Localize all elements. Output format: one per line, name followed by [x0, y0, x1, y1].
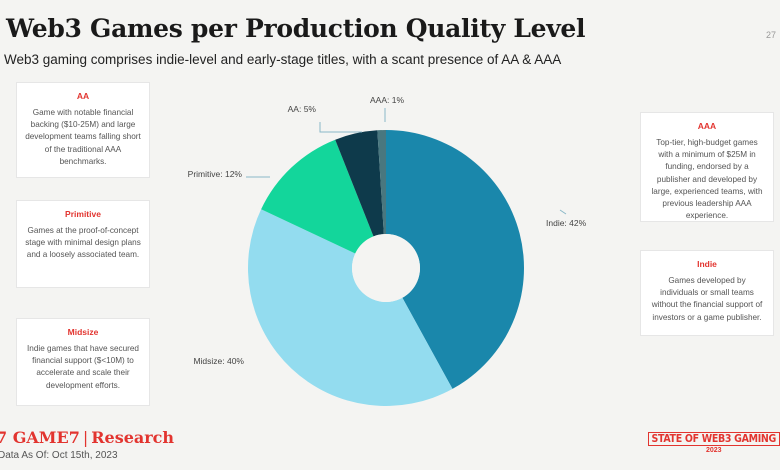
badge-title: STATE OF WEB3 GAMING [647, 432, 780, 446]
logo-divider: | [82, 428, 89, 447]
slice-aa [335, 130, 384, 237]
card-midsize: Midsize Indie games that have secured fi… [16, 318, 150, 406]
page-number: 27 [765, 30, 776, 40]
data-date: Data As Of: Oct 15th, 2023 [0, 450, 118, 461]
card-primitive-title: Primitive [65, 209, 101, 219]
slice-aaa [377, 130, 386, 235]
card-aa-title: AA [76, 91, 90, 101]
card-aaa-description: Top-tier, high-budget games with a minim… [651, 138, 763, 221]
card-primitive-description: Games at the proof-of-concept stage with… [25, 226, 141, 260]
card-aa-description: Game with notable financial backing ($10… [25, 108, 141, 166]
slice-label-aa: AA: 5% [288, 104, 317, 114]
slice-label-aaa: AAA: 1% [370, 95, 404, 105]
slice-primitive [261, 139, 374, 254]
game7-brand: GAME7 [12, 428, 80, 447]
card-midsize-description: Indie games that have secured financial … [27, 344, 139, 390]
leader-line-aa [319, 122, 362, 133]
research-label: Research [91, 428, 175, 447]
game7-logo-mark: 7 [0, 428, 8, 447]
game7-research-logo: 7 GAME7 | Research [0, 428, 174, 447]
slice-indie [386, 130, 524, 389]
donut-hole [352, 234, 420, 302]
badge-year: 2023 [705, 447, 722, 454]
card-aa: AA Game with notable financial backing (… [16, 82, 150, 178]
card-indie: Indie Games developed by individuals or … [640, 250, 774, 336]
page-title: Web3 Games per Production Quality Level [6, 14, 586, 43]
card-indie-description: Games developed by individuals or small … [651, 276, 763, 322]
slice-label-primitive: Primitive: 12% [188, 169, 243, 179]
card-indie-title: Indie [697, 259, 717, 269]
card-aaa-title: AAA [697, 121, 717, 131]
leader-line-indie [559, 209, 567, 215]
slice-midsize [248, 209, 453, 406]
state-of-web3-gaming-badge: STATE OF WEB3 GAMING 2023 [647, 432, 780, 454]
card-aaa: AAA Top-tier, high-budget games with a m… [640, 112, 774, 222]
slice-label-midsize: Midsize: 40% [193, 356, 244, 366]
page-subtitle: Web3 gaming comprises indie-level and ea… [4, 52, 562, 67]
card-primitive: Primitive Games at the proof-of-concept … [16, 200, 150, 288]
slice-label-indie: Indie: 42% [546, 218, 587, 228]
card-midsize-title: Midsize [67, 327, 99, 337]
